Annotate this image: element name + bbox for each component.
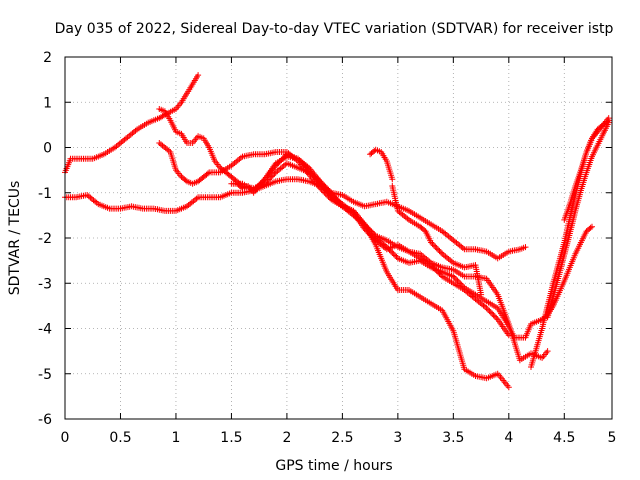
data-point [300, 161, 307, 168]
data-point [451, 274, 458, 281]
data-point [491, 313, 498, 320]
ticks [64, 56, 612, 420]
data-point [389, 176, 396, 183]
y-tick-label: -3 [38, 276, 52, 292]
x-tick-label: 2.5 [331, 430, 353, 446]
series-track-6 [234, 153, 551, 364]
data-point [204, 170, 211, 177]
data-point [304, 165, 311, 172]
data-point [363, 227, 369, 234]
y-tick-label: 0 [43, 141, 52, 157]
data-point [270, 172, 276, 179]
y-axis-title: SDTVAR / TECUs [7, 181, 23, 296]
data-point [453, 276, 460, 283]
data-point [299, 160, 306, 167]
x-tick-label: 5 [608, 430, 617, 446]
data-marks [62, 72, 612, 391]
x-tick-label: 4 [504, 430, 513, 446]
data-point [317, 180, 324, 187]
data-point [367, 231, 374, 238]
y-tick-label: -1 [38, 186, 52, 202]
data-point [390, 251, 397, 258]
series-track-3 [156, 140, 512, 391]
x-tick-label: 0.5 [109, 430, 131, 446]
plot-frame [64, 56, 613, 420]
data-point [489, 310, 496, 317]
data-point [478, 291, 485, 298]
data-point [303, 164, 310, 171]
data-point [324, 187, 331, 194]
data-point [522, 244, 529, 251]
data-point [457, 280, 464, 287]
data-point [320, 183, 326, 190]
data-point [544, 348, 551, 355]
data-point [605, 115, 612, 122]
data-point [182, 177, 189, 184]
data-point [322, 186, 329, 193]
data-point [490, 312, 497, 319]
x-tick-label: 0 [61, 430, 70, 446]
data-point [487, 309, 494, 316]
y-tick-label: -2 [38, 231, 52, 247]
x-tick-label: 1 [171, 430, 180, 446]
data-point [296, 157, 303, 164]
y-tick-label: 1 [43, 95, 52, 111]
data-point [493, 315, 500, 321]
data-point [295, 155, 301, 162]
data-point [365, 230, 372, 237]
series-track-2 [62, 176, 529, 262]
data-point [432, 243, 439, 250]
data-point [435, 246, 442, 253]
series-track-10 [544, 119, 612, 321]
data-point [325, 189, 332, 196]
series-track-7 [367, 146, 396, 183]
x-axis-title: GPS time / hours [275, 458, 392, 474]
data-point [437, 249, 444, 256]
series-track-11 [561, 115, 612, 223]
data-point [326, 190, 333, 197]
x-tick-label: 3 [393, 430, 402, 446]
data-point [589, 223, 595, 230]
data-point [486, 308, 493, 314]
data-point [485, 306, 491, 313]
data-point [364, 228, 371, 235]
series-track-4 [156, 106, 512, 339]
data-point [195, 72, 202, 79]
data-point [430, 242, 437, 249]
series-track-1 [62, 72, 202, 176]
data-point [389, 249, 396, 256]
data-point [436, 248, 443, 254]
x-tick-label: 3.5 [442, 430, 464, 446]
y-tick-label: -4 [38, 322, 52, 338]
data-point [454, 277, 461, 284]
x-tick-label: 1.5 [220, 430, 242, 446]
y-tick-label: -6 [38, 412, 52, 428]
y-tick-label: -5 [38, 367, 52, 383]
data-point [587, 224, 594, 231]
data-point [450, 273, 457, 280]
data-point [460, 283, 466, 290]
y-tick-label: 2 [43, 50, 52, 66]
data-point [455, 279, 462, 286]
data-point [505, 384, 512, 391]
series-track-8 [389, 183, 485, 298]
chart-title: Day 035 of 2022, Sidereal Day-to-day VTE… [55, 21, 614, 37]
data-point [318, 182, 325, 189]
y-tick-labels: -6 -5 -4 -3 -2 -1 0 1 2 [38, 50, 52, 428]
data-point [271, 170, 278, 177]
x-tick-label: 2 [282, 430, 291, 446]
data-point [433, 245, 440, 252]
data-point [369, 234, 376, 241]
data-point [428, 239, 435, 246]
data-point [368, 233, 375, 239]
x-tick-label: 4.5 [553, 430, 575, 446]
x-tick-labels: 0 0.5 1 1.5 2 2.5 3 3.5 4 4.5 5 [61, 430, 617, 446]
data-point [392, 252, 399, 259]
data-point [301, 162, 308, 169]
